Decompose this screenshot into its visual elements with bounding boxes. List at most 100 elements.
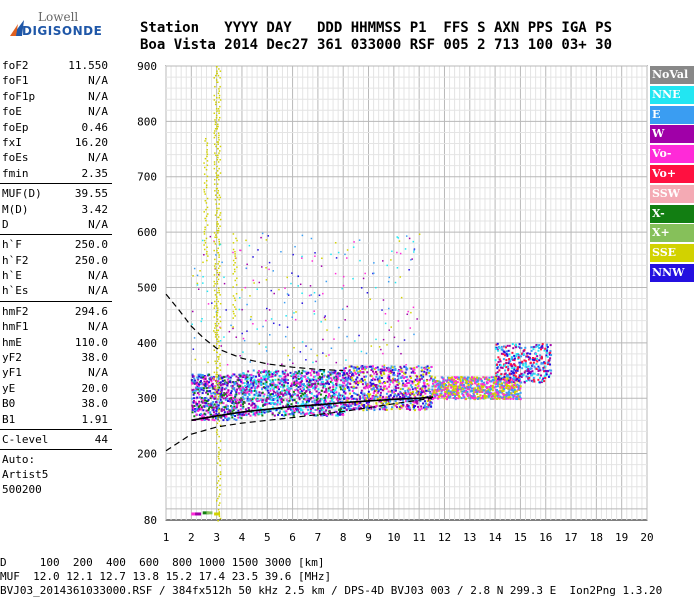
echo-point: [286, 378, 289, 381]
echo-point: [354, 371, 357, 374]
echo-point: [509, 397, 512, 400]
streak-point: [214, 130, 216, 132]
echo-point: [447, 391, 450, 394]
echo-point: [370, 379, 373, 382]
echo-point: [429, 395, 432, 398]
echo-point: [390, 365, 393, 368]
echo-point: [529, 370, 532, 373]
echo-point: [379, 388, 382, 391]
echo-point: [238, 386, 241, 389]
echo-point: [512, 394, 515, 397]
streak-point: [217, 232, 219, 234]
echo-point: [448, 396, 451, 399]
echo-point: [403, 385, 406, 388]
echo-point: [511, 367, 514, 370]
echo-point: [426, 383, 429, 386]
echo-point: [255, 398, 258, 401]
echo-point: [335, 398, 338, 401]
echo-point: [414, 395, 417, 398]
echo-point: [474, 389, 477, 392]
echo-point: [457, 376, 460, 379]
echo-point: [386, 344, 388, 346]
echo-point: [539, 354, 542, 357]
echo-point: [222, 375, 225, 378]
echo-point: [512, 372, 515, 375]
param-group-muf: MUF(D) 39.55 M(D) 3.42 D N/A: [0, 186, 112, 232]
echo-point: [356, 367, 359, 370]
streak-point: [213, 240, 216, 243]
echo-point: [371, 395, 374, 398]
echo-point: [330, 389, 333, 392]
echo-point: [386, 380, 389, 383]
echo-point: [248, 244, 251, 247]
echo-point: [275, 408, 278, 411]
echo-point: [216, 315, 218, 317]
echo-point: [336, 378, 339, 381]
streak-point: [219, 353, 221, 356]
streak-point: [218, 435, 220, 438]
streak-point: [205, 208, 207, 211]
echo-point: [281, 389, 284, 392]
echo-point: [255, 381, 258, 384]
echo-point: [265, 371, 268, 374]
streak-point: [218, 420, 221, 422]
echo-point: [263, 411, 266, 414]
echo-point: [248, 393, 251, 396]
y-tick-label: 500: [137, 281, 157, 294]
echo-point: [428, 404, 431, 407]
echo-point: [258, 391, 261, 394]
echo-point: [536, 360, 539, 363]
echo-point: [317, 400, 320, 403]
echo-point: [266, 394, 269, 397]
echo-point: [547, 375, 550, 378]
echo-point: [421, 389, 424, 392]
echo-point: [272, 388, 275, 391]
echo-point: [312, 396, 315, 399]
streak-point: [213, 167, 216, 170]
echo-point: [477, 395, 480, 398]
streak-point: [204, 137, 207, 140]
echo-point: [410, 376, 413, 379]
echo-point: [335, 375, 338, 378]
echo-point: [432, 390, 435, 393]
echo-point: [228, 380, 231, 383]
echo-point: [283, 384, 286, 387]
echo-point: [220, 345, 223, 347]
echo-point: [258, 410, 261, 413]
streak-point: [217, 480, 220, 482]
echo-point: [462, 378, 465, 381]
echo-point: [348, 369, 351, 372]
echo-point: [378, 408, 381, 411]
echo-point: [418, 381, 421, 384]
param-value: N/A: [88, 89, 108, 103]
param-value: 2.35: [81, 166, 109, 180]
echo-point: [235, 390, 238, 393]
streak-point: [218, 119, 220, 121]
echo-point: [346, 379, 349, 382]
streak-point: [217, 322, 220, 325]
echo-point: [430, 402, 433, 405]
echo-point: [342, 403, 345, 406]
echo-point: [326, 406, 329, 409]
echo-point: [289, 371, 292, 374]
streak-point: [218, 254, 220, 256]
echo-point: [427, 406, 430, 409]
echo-point: [275, 394, 278, 397]
echo-point: [221, 261, 223, 264]
echo-point: [431, 395, 434, 398]
echo-point: [473, 395, 476, 398]
echo-point: [517, 379, 520, 382]
param-value: 250.0: [74, 253, 108, 267]
echo-point: [388, 397, 391, 400]
echo-point: [242, 401, 245, 404]
echo-point: [369, 374, 372, 377]
echo-point: [433, 380, 436, 383]
echo-point: [353, 380, 356, 383]
echo-point: [228, 393, 231, 396]
echo-point: [279, 385, 282, 388]
echo-point: [273, 403, 276, 406]
echo-point: [218, 244, 221, 246]
echo-point: [237, 416, 240, 419]
echo-point: [269, 334, 271, 336]
echo-point: [307, 400, 310, 403]
